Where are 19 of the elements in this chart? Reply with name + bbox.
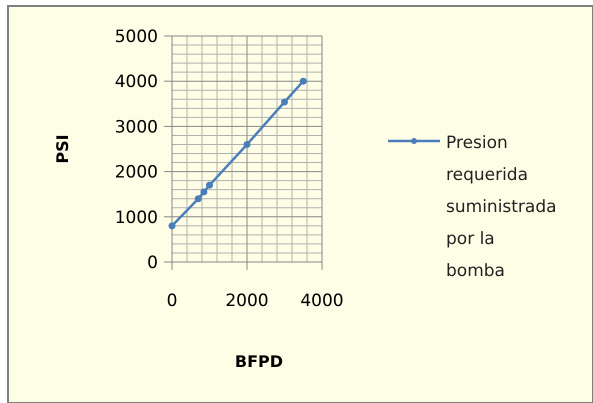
point: [300, 78, 307, 85]
x-axis-title: BFPD: [234, 352, 284, 371]
x-tick-label: 4000: [300, 291, 344, 311]
x-tick-label: 0: [166, 291, 178, 311]
x-tick-label: 2000: [225, 291, 269, 311]
y-tick-label: 5000: [114, 26, 158, 47]
y-tick-label: 3000: [114, 117, 158, 138]
y-tick-label: 1000: [114, 208, 158, 228]
y-tick-label: 2000: [114, 162, 158, 183]
y-tick-label: 4000: [114, 72, 158, 92]
point: [206, 182, 213, 189]
point: [244, 140, 250, 148]
legend-label: Presion requerida suministrada por la bomba: [446, 133, 557, 281]
point: [194, 195, 202, 202]
point: [168, 222, 176, 230]
y-tick-label: 0: [147, 252, 158, 273]
point: [200, 188, 208, 196]
point: [281, 98, 288, 106]
y-axis-title: PSI: [53, 134, 72, 164]
